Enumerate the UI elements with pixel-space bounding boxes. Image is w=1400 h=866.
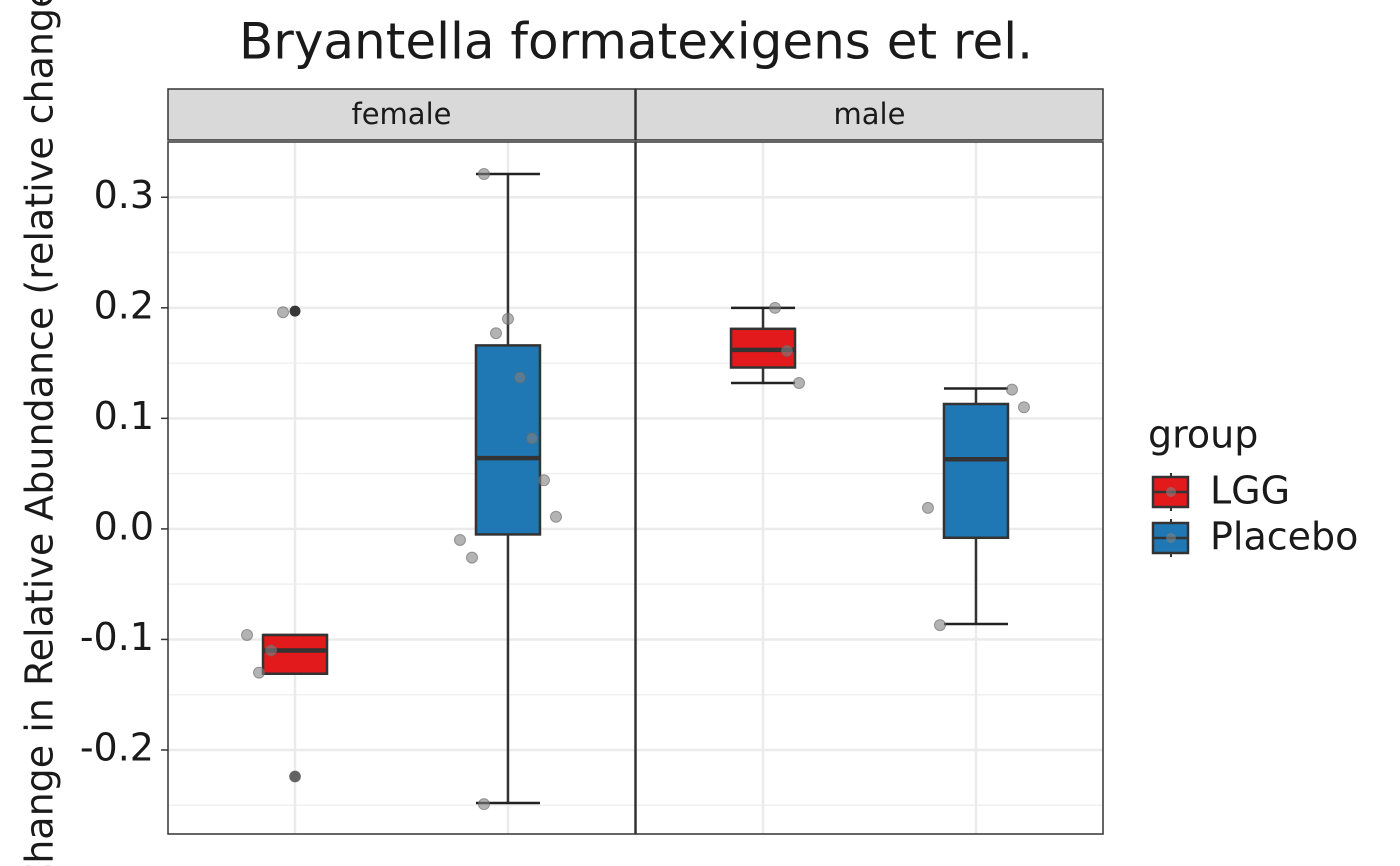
jitter-point <box>1017 401 1030 414</box>
facet-label: male <box>834 97 906 131</box>
jitter-point <box>1005 383 1018 396</box>
legend-label: LGG <box>1210 469 1290 513</box>
y-tick-label: 0.2 <box>94 283 154 327</box>
panel-background <box>636 142 1103 834</box>
y-tick-label: -0.2 <box>80 725 154 769</box>
panel-background <box>168 142 635 834</box>
jitter-point <box>465 551 478 564</box>
legend-title: group <box>1148 413 1258 457</box>
jitter-point <box>453 533 466 546</box>
jitter-point <box>489 327 502 340</box>
panel-border <box>167 141 636 835</box>
jitter-point <box>477 798 490 811</box>
y-tick-label: 0.1 <box>94 394 154 438</box>
jitter-point <box>793 376 806 389</box>
y-tick-label: 0.3 <box>94 173 154 217</box>
jitter-point <box>513 371 526 384</box>
jitter-point <box>241 629 254 642</box>
jitter-point <box>933 619 946 632</box>
outlier <box>289 305 301 317</box>
jitter-point <box>769 301 782 314</box>
jitter-point <box>781 344 794 357</box>
jitter-point <box>253 666 266 679</box>
chart-title: Bryantella formatexigens et rel. <box>239 13 1033 71</box>
legend-key-point <box>1166 533 1176 543</box>
jitter-point <box>265 644 278 657</box>
jitter-point <box>921 501 934 514</box>
jitter-point <box>277 306 290 319</box>
y-axis-label: Change in Relative Abundance (relative c… <box>18 0 62 866</box>
jitter-point <box>537 474 550 487</box>
jitter-point <box>549 510 562 523</box>
panel-border <box>635 141 1104 835</box>
y-tick-label: -0.1 <box>80 615 154 659</box>
facet-label: female <box>352 97 452 131</box>
jitter-point <box>501 312 514 325</box>
legend-label: Placebo <box>1210 515 1358 559</box>
box <box>942 402 1010 539</box>
y-tick-label: 0.0 <box>94 504 154 548</box>
jitter-point <box>477 168 490 181</box>
facet-strip <box>635 88 1104 141</box>
facet-strip <box>167 88 636 141</box>
legend-key-point <box>1166 487 1176 497</box>
jitter-point <box>289 770 302 783</box>
jitter-point <box>525 432 538 445</box>
